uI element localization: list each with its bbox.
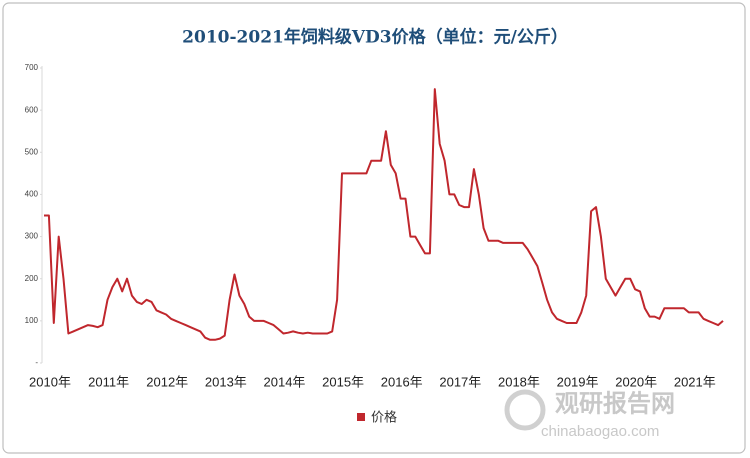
x-tick-label: 2019年 bbox=[557, 374, 599, 389]
price-line bbox=[44, 88, 724, 341]
x-tick-label: 2016年 bbox=[381, 374, 423, 389]
legend-swatch bbox=[357, 413, 365, 421]
x-tick-label: 2011年 bbox=[88, 374, 129, 389]
y-tick-label: 700 bbox=[25, 63, 39, 72]
watermark-url: chinabaogao.com bbox=[541, 423, 659, 440]
x-tick-label: 2020年 bbox=[615, 374, 657, 389]
y-tick-label: 400 bbox=[25, 190, 39, 199]
x-tick-label: 2021年 bbox=[674, 374, 716, 389]
y-tick-label: - bbox=[35, 358, 38, 367]
y-tick-label: 600 bbox=[25, 105, 39, 114]
y-tick-label: 200 bbox=[25, 274, 39, 283]
x-tick-label: 2015年 bbox=[322, 374, 364, 389]
chart-frame bbox=[2, 2, 746, 454]
legend-label: 价格 bbox=[371, 409, 397, 424]
x-tick-label: 2014年 bbox=[264, 374, 306, 389]
y-tick-label: 300 bbox=[25, 232, 39, 241]
x-tick-label: 2013年 bbox=[205, 374, 247, 389]
y-tick-label: 500 bbox=[25, 147, 39, 156]
watermark-name: 观研报告网 bbox=[555, 390, 675, 417]
x-tick-label: 2012年 bbox=[146, 374, 188, 389]
watermark-logo bbox=[504, 389, 546, 431]
x-tick-label: 2017年 bbox=[439, 374, 481, 389]
x-tick-label: 2010年 bbox=[29, 374, 71, 389]
x-tick-label: 2018年 bbox=[498, 374, 540, 389]
y-tick-label: 100 bbox=[25, 316, 39, 325]
chart-title: 2010-2021年饲料级VD3价格（单位：元/公斤） bbox=[182, 27, 568, 48]
